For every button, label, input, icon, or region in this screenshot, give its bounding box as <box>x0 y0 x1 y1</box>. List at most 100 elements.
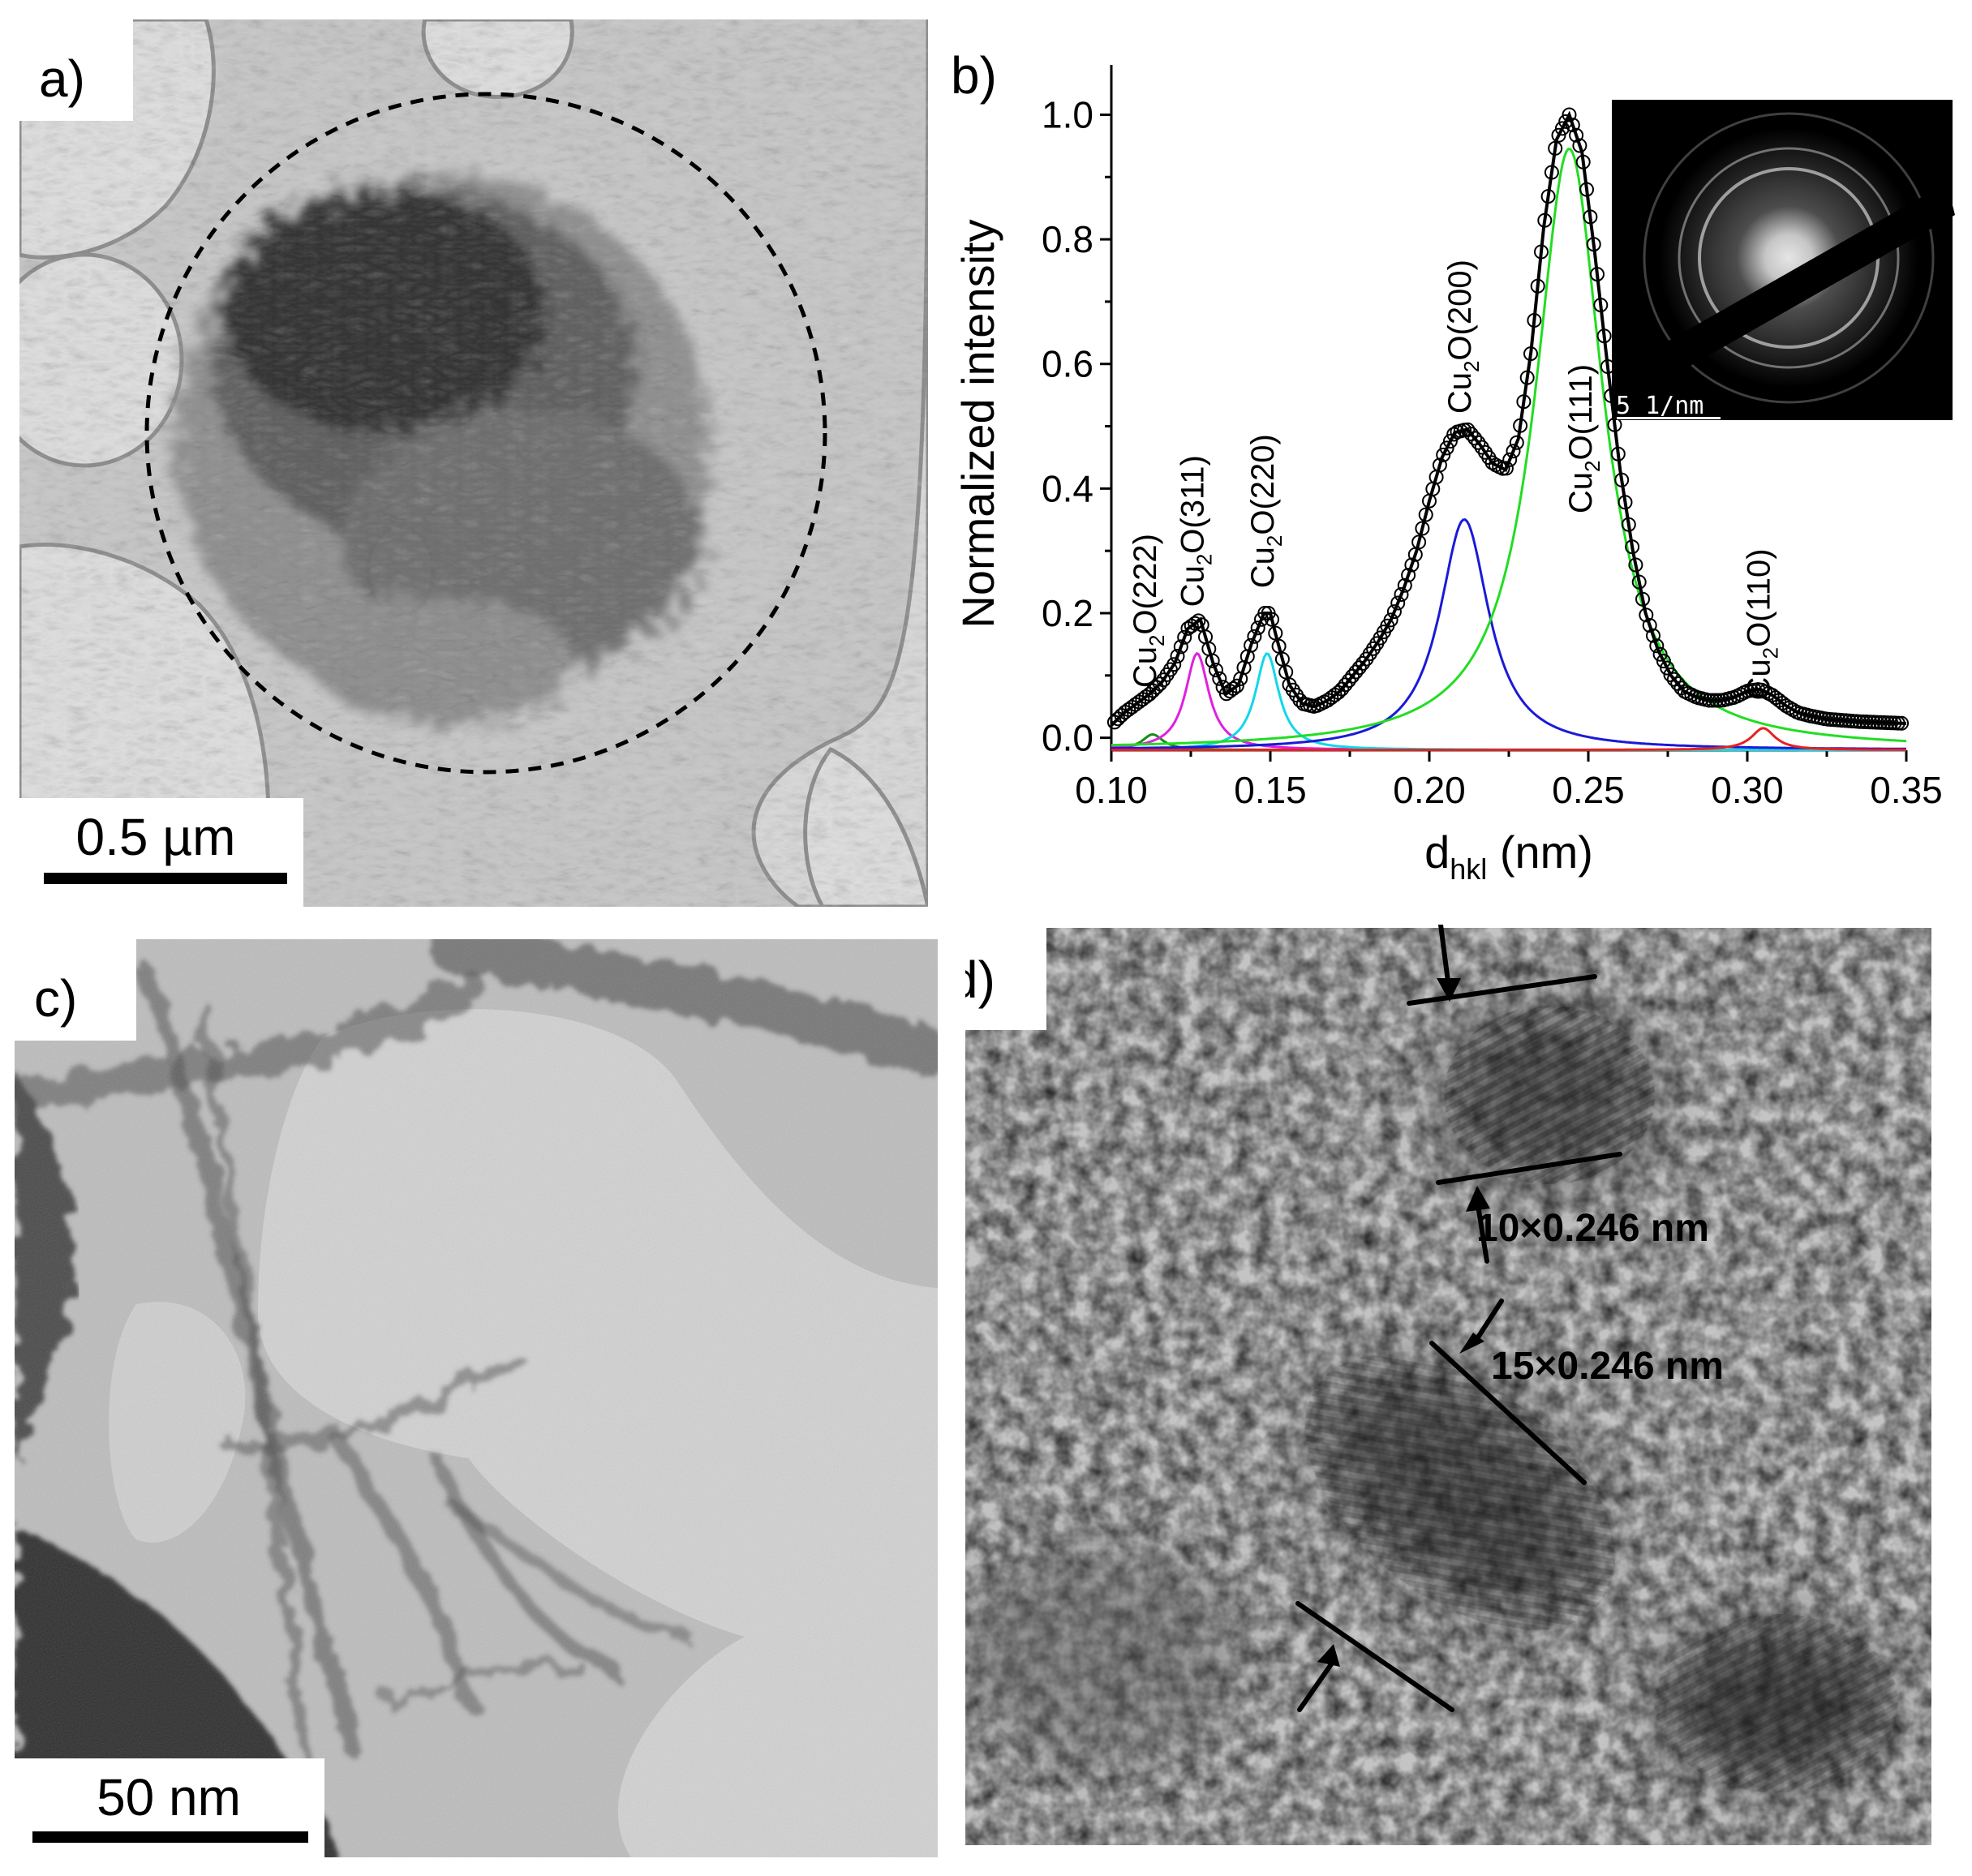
data-point <box>1166 657 1182 672</box>
data-point <box>1656 654 1671 669</box>
data-point <box>1436 447 1451 462</box>
data-point <box>1170 649 1185 663</box>
data-point <box>1628 557 1643 573</box>
data-point <box>1355 655 1371 671</box>
data-point <box>1188 616 1203 631</box>
inset-scale-label: 5 1/nm <box>1616 392 1703 420</box>
data-point <box>1345 668 1360 684</box>
data-point <box>1527 313 1542 328</box>
data-point <box>1411 534 1427 550</box>
data-point <box>1386 604 1402 620</box>
peak-label: Cu2O(110) <box>1741 548 1782 700</box>
data-point <box>1544 165 1559 180</box>
panel-c-tem-image: c) 50 nm <box>15 939 938 1857</box>
data-point <box>1593 298 1609 313</box>
panel-a-scale-label: 0.5 µm <box>76 808 236 866</box>
data-point <box>1548 140 1563 156</box>
data-point <box>1565 118 1580 133</box>
peak-label: Cu2O(222) <box>1128 534 1169 688</box>
y-tick-label: 0.8 <box>1042 218 1093 260</box>
arrow-heads <box>1317 978 1490 1667</box>
data-point <box>1618 495 1633 510</box>
data-point <box>1513 418 1528 433</box>
data-point <box>1778 698 1794 714</box>
inset-scale-bar <box>1617 417 1721 419</box>
panel-c-scale-bar <box>32 1831 308 1843</box>
data-point <box>1708 693 1724 708</box>
data-point <box>1404 557 1420 573</box>
panel-a-scale-bar <box>44 873 287 884</box>
y-tick-label: 0.2 <box>1042 592 1093 634</box>
data-point <box>1625 539 1640 555</box>
data-point <box>1463 427 1479 442</box>
data-point <box>1244 637 1259 653</box>
data-point <box>1610 446 1626 461</box>
x-tick-label: 0.20 <box>1393 769 1466 811</box>
x-tick-label: 0.15 <box>1234 769 1307 811</box>
data-point <box>1502 452 1518 467</box>
panel-b-label: b) <box>951 46 997 105</box>
data-point <box>1530 278 1545 294</box>
data-point <box>1590 267 1605 282</box>
fit-curve-cu2o111 <box>1111 147 1907 747</box>
data-point <box>1247 629 1262 644</box>
data-point <box>1209 663 1223 678</box>
panel-c-scale-label: 50 nm <box>97 1768 241 1827</box>
data-point <box>1575 154 1591 170</box>
plot-area: 0.10 0.15 0.20 0.25 0.30 0.35 0.0 0.2 0.4 0.6 0.8 1… <box>952 65 1943 886</box>
data-point <box>1519 370 1535 385</box>
panel-b-chart: b) 0.10 0.15 0.20 0.25 0.30 0.35 0.0 0.2 0.4 0.6 0… <box>941 16 1972 933</box>
data-point <box>1569 127 1584 143</box>
panel-c-label: c) <box>34 969 77 1028</box>
x-tick-label: 0.25 <box>1552 769 1625 811</box>
peak-label: Cu2O(220) <box>1245 434 1287 588</box>
x-tick-label: 0.35 <box>1870 769 1943 811</box>
data-markers <box>1106 107 1910 731</box>
data-point <box>1432 457 1447 473</box>
data-point <box>1191 613 1206 629</box>
data-point <box>1649 638 1665 654</box>
data-point <box>1537 212 1553 228</box>
data-point <box>1534 244 1549 260</box>
data-point <box>1666 672 1682 687</box>
data-point <box>1212 671 1227 686</box>
data-point <box>1702 693 1716 708</box>
y-tick-label: 0.6 <box>1042 343 1093 385</box>
data-point <box>1442 434 1458 449</box>
data-point <box>1572 138 1587 153</box>
data-point <box>1390 595 1406 611</box>
data-point <box>1516 394 1532 410</box>
data-point <box>1660 660 1675 676</box>
data-point <box>1540 189 1556 204</box>
data-point <box>1394 587 1409 602</box>
data-point <box>1586 237 1601 252</box>
data-point <box>1614 472 1630 487</box>
data-point <box>1894 715 1910 731</box>
fit-curve-cu2o110 <box>1111 727 1906 752</box>
data-point <box>1397 577 1412 593</box>
fit-curve-cu2o200 <box>1111 518 1906 750</box>
data-point <box>1596 328 1612 344</box>
y-axis-title: Normalized intensity <box>952 219 1003 628</box>
data-point <box>1229 678 1244 693</box>
data-point <box>1663 668 1678 682</box>
y-tick-label: 0.4 <box>1042 467 1093 509</box>
data-point <box>1554 121 1570 136</box>
data-point <box>1153 676 1167 692</box>
data-point <box>1579 182 1594 197</box>
data-point <box>1351 660 1367 676</box>
data-point <box>1265 612 1279 627</box>
peak-label: Cu2O(200) <box>1442 260 1484 414</box>
data-point <box>1226 681 1241 696</box>
data-point <box>1418 507 1433 522</box>
data-point <box>1562 107 1577 122</box>
panel-a-tem-image: a) 0.5 µm <box>19 19 928 907</box>
data-point <box>1551 127 1566 143</box>
data-point <box>1498 461 1514 476</box>
data-point <box>1642 618 1657 633</box>
x-axis-title: dhkl (nm) <box>1424 826 1593 886</box>
data-point <box>1621 517 1636 532</box>
data-point <box>1523 346 1538 362</box>
x-tick-label: 0.30 <box>1711 769 1784 811</box>
lattice-markers <box>1295 925 1622 1712</box>
